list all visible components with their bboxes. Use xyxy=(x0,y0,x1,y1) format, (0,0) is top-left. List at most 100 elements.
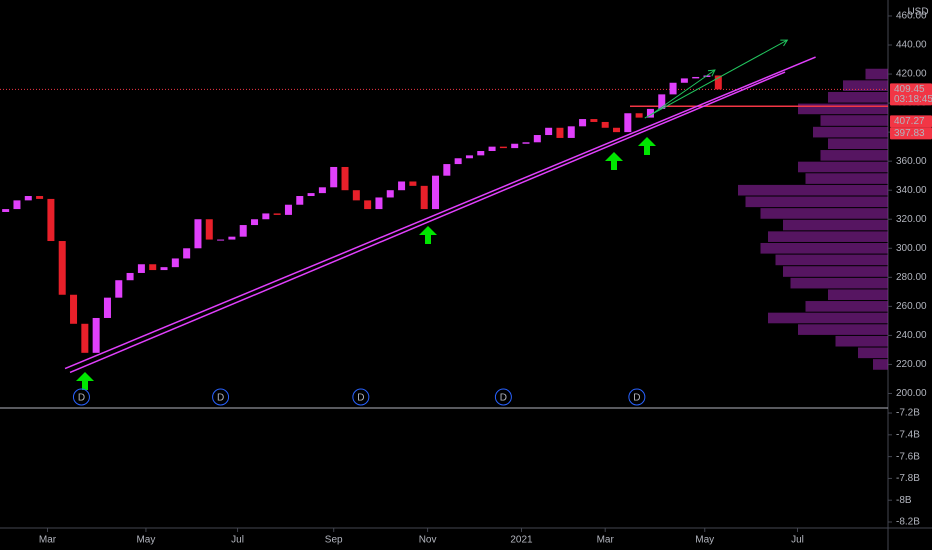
dividend-marker xyxy=(494,388,512,406)
trendline xyxy=(69,71,786,374)
candle-body xyxy=(499,146,507,149)
candle-body xyxy=(194,219,202,249)
candle-body xyxy=(511,143,519,149)
candle-body xyxy=(386,190,394,198)
volume-profile-bar xyxy=(820,150,888,161)
dividend-marker xyxy=(352,388,370,406)
candle-body xyxy=(228,236,236,240)
y-tick-label: 420.00 xyxy=(896,69,927,80)
up-arrow xyxy=(76,372,94,390)
volume-profile-bar xyxy=(813,126,888,138)
dividend-marker xyxy=(212,388,230,406)
candle-body xyxy=(92,317,100,353)
trendline-arrowhead xyxy=(780,39,789,47)
price-label-box xyxy=(890,127,932,140)
candle-body xyxy=(307,193,315,197)
price-label: 407.27 xyxy=(894,116,925,127)
lower-y-tick-label: -8B xyxy=(896,495,912,506)
volume-profile-bar xyxy=(828,138,888,150)
x-tick-label: 2021 xyxy=(510,535,533,546)
candle-body xyxy=(36,196,44,199)
candle-body xyxy=(590,119,598,122)
candle-body xyxy=(58,241,66,295)
volume-profile-bar xyxy=(783,219,888,231)
price-label: 397.83 xyxy=(894,128,925,139)
dividend-label: D xyxy=(217,393,224,404)
x-tick-label: Jul xyxy=(231,535,244,546)
candle-body xyxy=(533,135,541,143)
candle-body xyxy=(601,121,609,128)
dividend-label: D xyxy=(633,393,640,404)
dividend-label: D xyxy=(78,393,85,404)
trendline xyxy=(64,56,816,370)
candle-body xyxy=(183,248,191,259)
candle-body xyxy=(477,151,485,156)
dividend-label: D xyxy=(500,393,507,404)
annotations xyxy=(76,137,656,390)
candle-body xyxy=(522,142,530,144)
countdown: 03:18:45 xyxy=(894,94,932,105)
candle-body xyxy=(273,213,281,215)
candle-body xyxy=(171,258,179,268)
candle-body xyxy=(103,297,111,318)
candle-body xyxy=(420,185,428,210)
up-arrow xyxy=(638,137,656,155)
candle-body xyxy=(613,127,621,133)
candle-body xyxy=(714,75,722,90)
candle-body xyxy=(364,200,372,210)
x-tick-label: May xyxy=(695,535,714,546)
candle-body xyxy=(137,264,145,273)
candle-body xyxy=(703,75,711,77)
candle-body xyxy=(341,166,349,191)
candle-body xyxy=(579,119,587,127)
lower-y-tick-label: -7.6B xyxy=(896,451,920,462)
volume-profile-bar xyxy=(820,115,888,126)
lower-y-tick-label: -7.2B xyxy=(896,408,920,419)
candle-body xyxy=(81,323,89,353)
candle-body xyxy=(432,175,440,210)
candle-body xyxy=(545,127,553,136)
candle-body xyxy=(624,113,632,133)
volume-profile-bar xyxy=(760,242,888,254)
volume-profile-bar xyxy=(858,347,888,359)
price-label-box xyxy=(890,83,932,106)
price-label: 409.45 xyxy=(894,84,925,95)
candle-body xyxy=(443,164,451,176)
candle-body xyxy=(239,225,247,237)
volume-profile-bar xyxy=(873,359,888,370)
trendline xyxy=(644,39,788,119)
price-label-box xyxy=(890,115,932,128)
volume-profile-bar xyxy=(745,196,888,208)
candle-body xyxy=(217,239,225,241)
volume-profile-bar xyxy=(828,289,888,301)
candle-body xyxy=(669,82,677,95)
x-tick-label: Nov xyxy=(419,535,437,546)
y-tick-label: 300.00 xyxy=(896,243,927,254)
volume-profile-bar xyxy=(760,208,888,219)
x-tick-label: Jul xyxy=(791,535,804,546)
candle-body xyxy=(488,146,496,152)
y-tick-label: 280.00 xyxy=(896,272,927,283)
y-tick-label: 220.00 xyxy=(896,359,927,370)
candle-body xyxy=(251,219,259,226)
up-arrow xyxy=(605,152,623,170)
volume-profile-bar xyxy=(790,277,888,289)
volume-profile-bar xyxy=(768,231,888,242)
candle-body xyxy=(160,267,168,271)
y-tick-label: 320.00 xyxy=(896,214,927,225)
candle-body xyxy=(375,197,383,210)
volume-profile-bar xyxy=(798,103,888,115)
candle-body xyxy=(409,181,417,186)
y-tick-label: 260.00 xyxy=(896,301,927,312)
candle-body xyxy=(454,158,462,165)
candle-body xyxy=(149,264,157,271)
candle-body xyxy=(2,209,10,212)
volume-profile-bar xyxy=(805,173,888,184)
candle-body xyxy=(115,280,123,298)
candle-body xyxy=(556,127,564,138)
y-tick-label: 440.00 xyxy=(896,40,927,51)
candle-body xyxy=(635,113,643,118)
candle-body xyxy=(646,108,654,118)
x-tick-label: Sep xyxy=(325,535,343,546)
